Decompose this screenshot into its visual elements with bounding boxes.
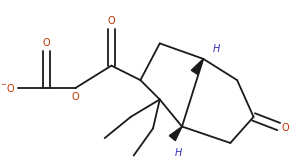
Text: O: O [108,16,115,26]
Text: O: O [72,92,80,102]
Text: O: O [43,38,51,48]
Polygon shape [169,127,182,141]
Polygon shape [191,59,203,74]
Text: H: H [174,148,182,158]
Text: H: H [213,44,220,54]
Text: $^{-}$O: $^{-}$O [0,82,16,94]
Text: O: O [282,122,289,133]
